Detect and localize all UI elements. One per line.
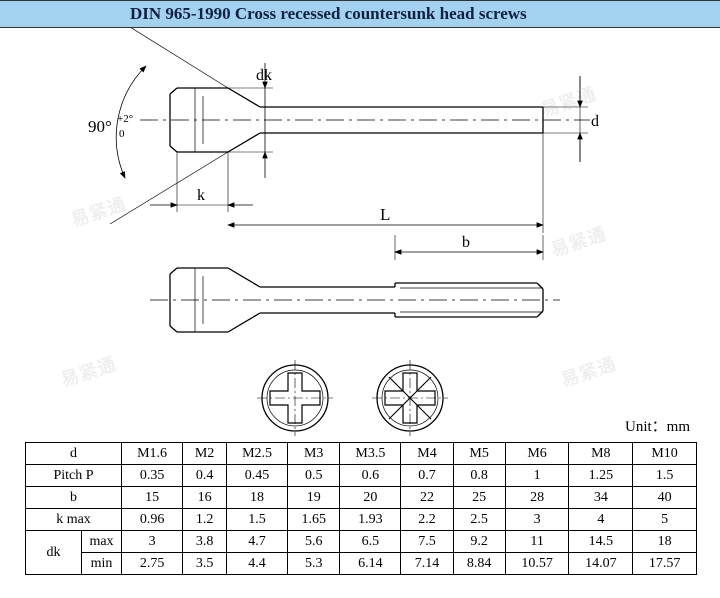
table-cell: 1.2: [183, 509, 227, 531]
table-cell: 22: [401, 487, 453, 509]
table-cell: 0.45: [226, 465, 287, 487]
table-cell: 10.57: [505, 553, 569, 575]
table-cell: 7.14: [401, 553, 453, 575]
table-cell: M5: [453, 443, 505, 465]
table-cell: M3: [288, 443, 340, 465]
table-cell: 18: [226, 487, 287, 509]
table-row: dM1.6M2M2.5M3M3.5M4M5M6M8M10: [26, 443, 697, 465]
table-cell: 20: [340, 487, 401, 509]
dim-k: k: [197, 187, 205, 204]
table-cell: 4.7: [226, 531, 287, 553]
technical-diagram: 易紧通 易紧通 易紧通 易紧通 易紧通: [0, 28, 720, 438]
dim-dk: dk: [256, 67, 272, 84]
table-cell: 0.4: [183, 465, 227, 487]
table-cell: 4.4: [226, 553, 287, 575]
row-label: k max: [26, 509, 122, 531]
table-cell: M2: [183, 443, 227, 465]
table-cell: 6.14: [340, 553, 401, 575]
table-cell: 28: [505, 487, 569, 509]
table-cell: M2.5: [226, 443, 287, 465]
table-row: Pitch P0.350.40.450.50.60.70.811.251.5: [26, 465, 697, 487]
table-cell: 2.2: [401, 509, 453, 531]
table-cell: 1.65: [288, 509, 340, 531]
table-cell: 0.7: [401, 465, 453, 487]
table-cell: 4: [569, 509, 633, 531]
table-cell: 1.5: [633, 465, 697, 487]
row-label: Pitch P: [26, 465, 122, 487]
table-cell: 1.25: [569, 465, 633, 487]
table-cell: 25: [453, 487, 505, 509]
table-cell: 17.57: [633, 553, 697, 575]
table-cell: 3: [122, 531, 183, 553]
table-row: b15161819202225283440: [26, 487, 697, 509]
table-cell: 14.5: [569, 531, 633, 553]
dimensions-table: dM1.6M2M2.5M3M3.5M4M5M6M8M10Pitch P0.350…: [25, 442, 697, 575]
table-cell: 1.5: [226, 509, 287, 531]
table-cell: 6.5: [340, 531, 401, 553]
table-row: k max0.961.21.51.651.932.22.5345: [26, 509, 697, 531]
table-cell: M8: [569, 443, 633, 465]
row-label: d: [26, 443, 122, 465]
row-label: b: [26, 487, 122, 509]
angle-label: 90°: [88, 117, 112, 136]
table-cell: 2.75: [122, 553, 183, 575]
table-cell: 3: [505, 509, 569, 531]
table-cell: M4: [401, 443, 453, 465]
table-cell: 40: [633, 487, 697, 509]
row-label: dk: [26, 531, 82, 575]
table-cell: M6: [505, 443, 569, 465]
row-sublabel: min: [82, 553, 122, 575]
table-cell: 9.2: [453, 531, 505, 553]
table-cell: 18: [633, 531, 697, 553]
table-cell: 2.5: [453, 509, 505, 531]
table-cell: M10: [633, 443, 697, 465]
page-title: DIN 965-1990 Cross recessed countersunk …: [130, 4, 527, 23]
table-cell: 15: [122, 487, 183, 509]
table-cell: 19: [288, 487, 340, 509]
table-cell: 5.3: [288, 553, 340, 575]
table-cell: 14.07: [569, 553, 633, 575]
dim-b: b: [462, 234, 470, 251]
row-sublabel: max: [82, 531, 122, 553]
table-row: dkmax33.84.75.66.57.59.21114.518: [26, 531, 697, 553]
unit-label: Unit：mm: [625, 415, 690, 436]
angle-tol-upper: +2°: [117, 113, 133, 125]
table-cell: 16: [183, 487, 227, 509]
table-cell: 11: [505, 531, 569, 553]
dim-d: d: [591, 113, 599, 130]
table-cell: 0.8: [453, 465, 505, 487]
table-cell: 0.5: [288, 465, 340, 487]
table-cell: M3.5: [340, 443, 401, 465]
table-cell: 5: [633, 509, 697, 531]
dim-L: L: [380, 205, 390, 224]
table-cell: M1.6: [122, 443, 183, 465]
table-cell: 1: [505, 465, 569, 487]
table-cell: 8.84: [453, 553, 505, 575]
table-row: min2.753.54.45.36.147.148.8410.5714.0717…: [26, 553, 697, 575]
table-cell: 3.8: [183, 531, 227, 553]
table-cell: 5.6: [288, 531, 340, 553]
table-cell: 7.5: [401, 531, 453, 553]
angle-tol-lower: 0: [119, 128, 125, 140]
screw-drawing-svg: 90° +2° 0 dk d k L b: [0, 28, 720, 443]
table-cell: 0.6: [340, 465, 401, 487]
table-cell: 0.35: [122, 465, 183, 487]
table-cell: 1.93: [340, 509, 401, 531]
table-cell: 0.96: [122, 509, 183, 531]
table-cell: 3.5: [183, 553, 227, 575]
svg-text:90°: 90°: [88, 117, 112, 136]
table-cell: 34: [569, 487, 633, 509]
